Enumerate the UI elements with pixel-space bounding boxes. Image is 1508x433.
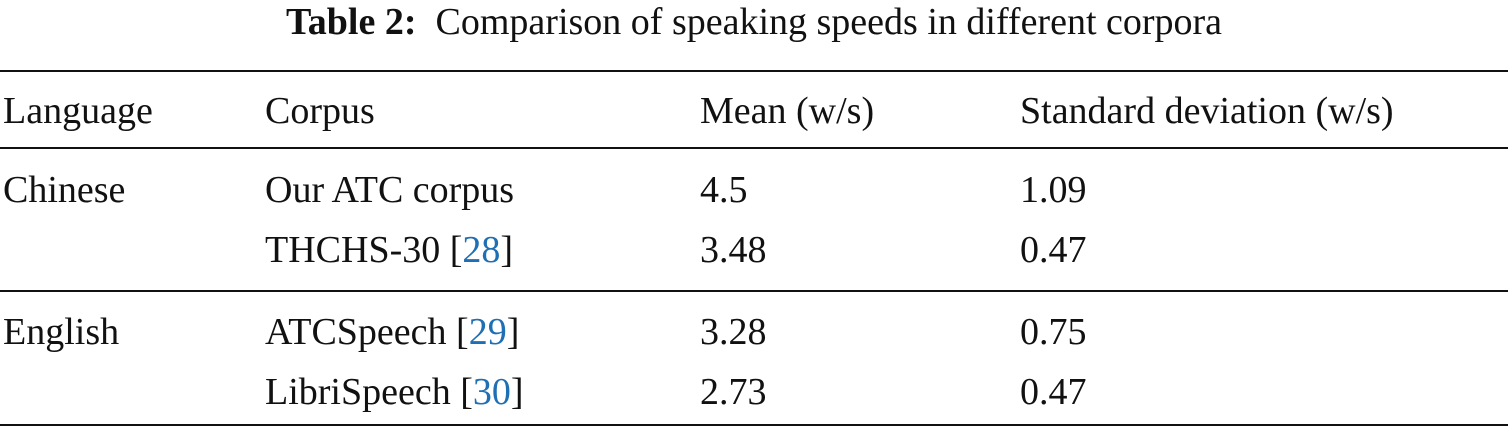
caption-label: Table 2: xyxy=(285,1,417,43)
header-cell: Mean (w/s) xyxy=(700,90,875,132)
citation-bracket: ] xyxy=(506,311,520,353)
language-cell: Chinese xyxy=(3,169,126,211)
citation-bracket: [ xyxy=(460,371,473,413)
mean-cell: 2.73 xyxy=(700,371,767,413)
caption: Table 2: Comparison of speaking speeds i… xyxy=(0,0,1508,44)
citation-bracket: [ xyxy=(449,229,463,271)
sd-cell: 0.47 xyxy=(1020,371,1087,413)
citation: 29 xyxy=(468,311,507,353)
citation: 30 xyxy=(472,371,511,413)
citation-bracket: [ xyxy=(456,311,469,353)
mean-cell: 3.48 xyxy=(700,229,767,271)
top-rule xyxy=(0,70,1508,72)
corpus-cell: Our ATC corpus xyxy=(265,170,514,210)
mean-cell: 3.28 xyxy=(700,311,767,353)
header-cell: Language xyxy=(3,90,153,132)
citation-bracket: ] xyxy=(500,229,514,271)
header-cell: Corpus xyxy=(265,90,375,132)
corpus-name: ATCSpeech xyxy=(265,311,457,353)
corpus-cell: LibriSpeech [30] xyxy=(265,372,524,412)
citation: 28 xyxy=(462,229,501,271)
mean-cell: 4.5 xyxy=(700,169,748,211)
corpus-cell: THCHS-30 [28] xyxy=(265,230,513,270)
language-cell: English xyxy=(3,311,120,353)
sd-cell: 1.09 xyxy=(1020,169,1087,211)
sd-cell: 0.47 xyxy=(1020,229,1087,271)
corpus-name: Our ATC corpus xyxy=(265,169,515,211)
corpus-name: THCHS-30 xyxy=(265,229,450,271)
corpus-name: LibriSpeech xyxy=(265,371,461,413)
sd-cell: 0.75 xyxy=(1020,311,1087,353)
caption-text: Comparison of speaking speeds in differe… xyxy=(435,1,1223,43)
bottom-rule xyxy=(0,424,1508,426)
citation-bracket: ] xyxy=(510,371,524,413)
corpus-cell: ATCSpeech [29] xyxy=(265,312,519,352)
header-rule xyxy=(0,147,1508,149)
header-cell: Standard deviation (w/s) xyxy=(1020,90,1394,132)
group-rule xyxy=(0,290,1508,292)
